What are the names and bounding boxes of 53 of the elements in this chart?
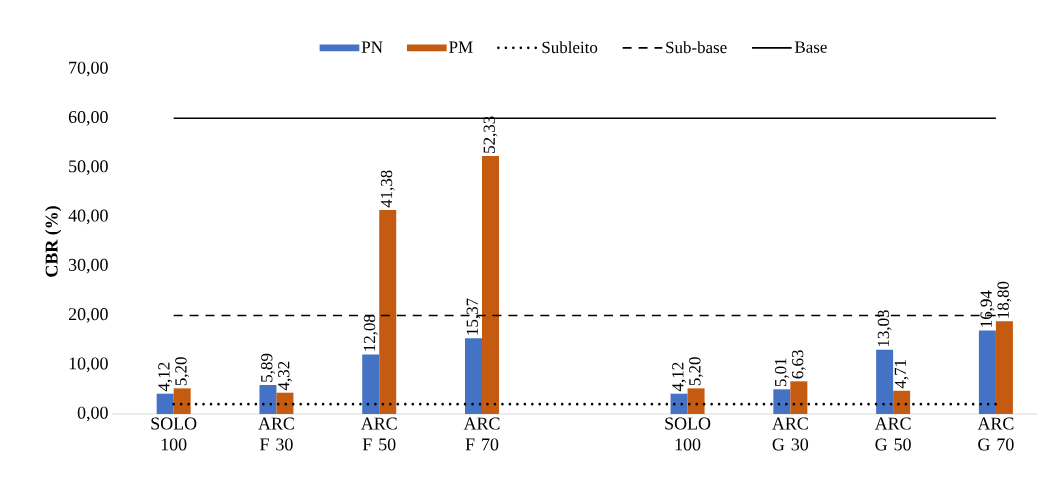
data-label: 41,38 <box>380 170 395 208</box>
bar <box>173 388 191 414</box>
data-label: 12,08 <box>363 314 378 351</box>
x-tick-label: SOLO 100 <box>151 417 197 451</box>
bar <box>156 393 174 414</box>
data-label: 5,20 <box>175 357 190 386</box>
legend-label: Sub-base <box>666 41 727 54</box>
x-tick-label: ARC F 70 <box>463 417 500 451</box>
bar <box>876 349 894 414</box>
data-label: 15,37 <box>466 298 481 335</box>
data-label: 18,80 <box>997 281 1012 318</box>
legend-label: Base <box>794 41 827 53</box>
y-tick-label: 70,00 <box>69 61 108 77</box>
legend-label: Subleito <box>542 41 598 54</box>
data-label: 4,12 <box>158 362 173 392</box>
bar <box>259 384 277 414</box>
data-label: 5,20 <box>689 357 703 386</box>
y-tick-label: 10,00 <box>69 357 108 373</box>
bar <box>276 392 294 414</box>
x-tick-label: ARC G 70 <box>977 417 1014 451</box>
y-tick-label: 0,00 <box>77 406 108 422</box>
legend-label: PM <box>449 41 473 53</box>
data-label: 5,89 <box>261 353 275 382</box>
bar <box>379 210 397 414</box>
data-label: 4,32 <box>278 361 292 391</box>
x-tick-label: SOLO 100 <box>665 417 711 451</box>
legend-label: PN <box>361 41 383 53</box>
bar <box>893 390 911 414</box>
y-tick-label: 40,00 <box>68 209 108 225</box>
bar <box>670 393 688 414</box>
y-tick-label: 50,00 <box>69 160 108 175</box>
y-tick-label: 20,00 <box>68 308 108 323</box>
bar <box>995 321 1013 414</box>
x-tick-label: ARC F 50 <box>360 417 397 451</box>
data-label: 16,94 <box>980 290 995 327</box>
data-label: 13,03 <box>877 310 892 347</box>
data-label: 4,71 <box>894 359 909 389</box>
bar <box>687 388 705 414</box>
data-label: 4,12 <box>672 362 686 392</box>
bar <box>773 389 791 414</box>
y-axis-title: CBR (%) <box>45 206 62 277</box>
y-tick-label: 60,00 <box>68 110 108 126</box>
x-tick-label: ARC G 50 <box>874 417 911 451</box>
x-tick-label: ARC F 30 <box>258 417 294 451</box>
bar <box>465 338 482 414</box>
bar <box>362 354 380 414</box>
y-tick-label: 30,00 <box>68 258 108 274</box>
data-label: 6,63 <box>791 350 806 379</box>
bar <box>482 156 499 414</box>
bar <box>978 330 996 414</box>
x-tick-label: ARC G 30 <box>772 417 809 451</box>
bar <box>790 381 808 414</box>
data-label: 5,01 <box>774 358 789 387</box>
